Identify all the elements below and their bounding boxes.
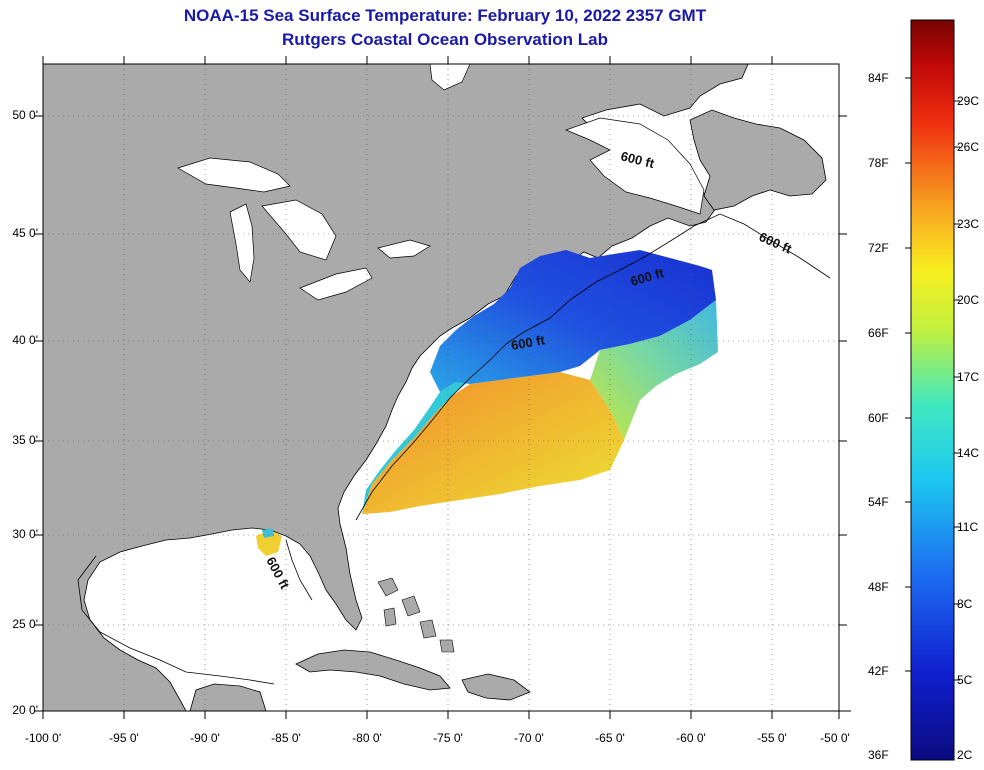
colorbar-c-23: 23C	[957, 217, 980, 231]
lat-label-25: 25 0'	[12, 617, 38, 631]
colorbar-f-72: 72F	[868, 241, 889, 255]
gulf-of-st-lawrence	[565, 117, 705, 215]
map-subtitle: Rutgers Coastal Ocean Observation Lab	[282, 30, 608, 49]
colorbar-c-8: 8C	[957, 597, 973, 611]
lon-label-95: -95 0'	[109, 731, 139, 745]
lat-label-45: 45 0'	[12, 226, 38, 240]
colorbar-f-78: 78F	[868, 156, 889, 170]
map-frame	[42, 63, 840, 712]
james-bay	[429, 64, 471, 91]
colorbar-f-84: 84F	[868, 71, 889, 85]
colorbar-c-26: 26C	[957, 140, 980, 154]
sst-warm-swath	[362, 372, 624, 514]
colorbar-c-29: 29C	[957, 94, 980, 108]
land-bahamas	[377, 577, 455, 653]
lat-label-35: 35 0'	[12, 433, 38, 447]
land-cuba	[295, 649, 451, 691]
land-hispaniola	[461, 673, 531, 701]
axis-ticks	[35, 56, 851, 719]
colorbar-c-11: 11C	[957, 520, 979, 534]
sst-north-swath	[430, 250, 716, 392]
sst-gulf-patch	[256, 530, 282, 556]
colorbar-f-60: 60F	[868, 411, 889, 425]
depth-contours	[77, 213, 831, 685]
land-newfoundland	[689, 109, 827, 211]
colorbar-f-42: 42F	[868, 664, 889, 678]
map-title: NOAA-15 Sea Surface Temperature: Februar…	[183, 6, 707, 25]
contour-label-mid-atlantic: 600 ft	[510, 332, 547, 353]
great-lakes	[177, 157, 431, 301]
colorbar-ticks	[905, 77, 960, 681]
colorbar-c-2: 2C	[957, 748, 973, 762]
lon-label-100: -100 0'	[24, 731, 62, 745]
colorbar-f-66: 66F	[868, 326, 889, 340]
lon-label-50: -50 0'	[820, 731, 850, 745]
lat-label-40: 40 0'	[12, 333, 38, 347]
colorbar	[910, 19, 955, 761]
lon-label-70: -70 0'	[514, 731, 544, 745]
colorbar-f-48: 48F	[868, 580, 889, 594]
map-area: 600 ft 600 ft 600 ft 600 ft 600 ft	[43, 64, 839, 711]
colorbar-c-5: 5C	[957, 673, 973, 687]
colorbar-c-17: 17C	[957, 370, 980, 384]
sst-east-swath	[590, 300, 718, 440]
lon-label-60: -60 0'	[676, 731, 706, 745]
lon-label-55: -55 0'	[757, 731, 787, 745]
land-yucatan	[189, 683, 267, 711]
lat-label-30: 30 0'	[12, 527, 38, 541]
colorbar-c-14: 14C	[957, 446, 980, 460]
colorbar-c-20: 20C	[957, 293, 980, 307]
lon-label-90: -90 0'	[190, 731, 220, 745]
lat-label-50: 50 0'	[12, 108, 38, 122]
colorbar-f-54: 54F	[868, 495, 889, 509]
lat-label-20: 20 0'	[12, 703, 38, 717]
sst-gulf-patch-cool	[262, 528, 274, 538]
lon-label-65: -65 0'	[595, 731, 625, 745]
lon-label-75: -75 0'	[433, 731, 463, 745]
colorbar-f-36: 36F	[868, 748, 889, 762]
lon-label-85: -85 0'	[271, 731, 301, 745]
lon-label-80: -80 0'	[352, 731, 382, 745]
